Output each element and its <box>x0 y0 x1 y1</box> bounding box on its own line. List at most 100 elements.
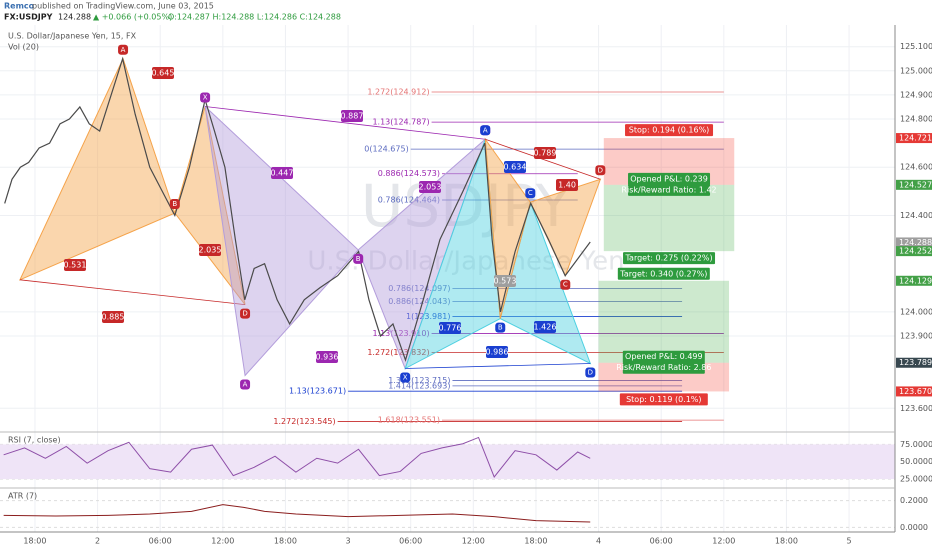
ratio-bg <box>534 321 556 333</box>
ratio-bg <box>534 147 556 159</box>
atr-title: ATR (7) <box>8 492 37 501</box>
ratio-bg <box>102 311 124 323</box>
ratio-label: 2.053 <box>419 183 442 192</box>
point-marker <box>240 379 251 390</box>
point-marker <box>200 92 211 103</box>
atr-line <box>3 504 591 523</box>
change: ▲ +0.066 (+0.05%) <box>93 13 172 22</box>
x-tick-label: 12:00 <box>211 537 234 546</box>
position-tag: Target: 0.340 (0.27%) <box>619 269 707 278</box>
y-tick-label: 123.600 <box>900 404 932 413</box>
point-label: B <box>356 255 361 263</box>
x-tick-label: 06:00 <box>399 537 422 546</box>
price-marker <box>896 179 932 190</box>
fib-level-label: 0(124.675) <box>364 145 408 154</box>
point-label: C <box>528 189 533 197</box>
y-tick-label: 125.000 <box>900 66 932 75</box>
position-tag: Opened P&L: 0.239 <box>630 174 708 183</box>
ratio-bg <box>341 110 363 122</box>
volume-label: Vol (20) <box>8 43 39 52</box>
point-label: A <box>243 381 248 389</box>
panel-tick-label: 25.0000 <box>900 475 932 484</box>
position-tag: Stop: 0.194 (0.16%) <box>629 126 710 135</box>
y-tick-label: 123.900 <box>900 331 932 340</box>
position-tag-bg <box>622 361 705 374</box>
x-tick-label: 18:00 <box>524 537 547 546</box>
panel-tick-label: 0.0000 <box>900 523 928 532</box>
ratio-bg <box>64 259 86 271</box>
fib-level-label: 1.13(124.787) <box>372 118 429 127</box>
x-tick-label: 12:00 <box>462 537 485 546</box>
chart-title: U.S. Dollar/Japanese Yen, 15, FX <box>8 32 137 41</box>
point-label: D <box>242 310 247 318</box>
ratio-bg <box>152 67 174 79</box>
position-tag: Risk/Reward Ratio: 1.42 <box>621 185 716 194</box>
fib-level-label: 1.382(123.715) <box>388 376 450 385</box>
price-marker-label: 123.670 <box>899 387 932 396</box>
position-tag: Opened P&L: 0.499 <box>625 352 703 361</box>
y-tick-label: 124.800 <box>900 115 932 124</box>
price-marker <box>896 275 932 286</box>
ohlc: O:124.287 H:124.288 L:124.286 C:124.288 <box>168 13 341 22</box>
ratio-label: 0.634 <box>504 163 527 172</box>
price-marker <box>896 133 932 144</box>
price-marker-label: 124.288 <box>899 238 932 247</box>
ratio-label: 0.776 <box>439 324 462 333</box>
point-label: B <box>498 324 503 332</box>
fib-level-label: 1.13(123.671) <box>289 387 346 396</box>
y-tick-label: 125.100 <box>900 42 932 51</box>
position-tag-bg <box>619 393 708 406</box>
price-marker-label: 124.527 <box>899 180 932 189</box>
symbol: FX:USDJPY <box>4 13 53 22</box>
y-tick-label: 124.600 <box>900 163 932 172</box>
ratio-label: 1.426 <box>534 323 557 332</box>
point-marker <box>118 44 129 55</box>
price-line <box>4 56 591 363</box>
ratio-bg <box>271 167 293 179</box>
point-label: X <box>403 374 408 382</box>
point-label: A <box>483 126 488 134</box>
ratio-label: 1.40 <box>558 181 576 190</box>
fib-level-label: 0.786(124.097) <box>388 284 450 293</box>
position-tag-bg <box>623 252 716 265</box>
price-marker <box>896 246 932 257</box>
target-zone <box>603 184 735 252</box>
position-tag-bg <box>625 124 714 137</box>
x-tick-label: 3 <box>346 537 351 546</box>
ratio-label: 2.035 <box>199 246 222 255</box>
panel-tick-label: 50.0000 <box>900 457 932 466</box>
position-tag: Stop: 0.119 (0.1%) <box>626 395 701 404</box>
ratio-label: 0.531 <box>64 261 87 270</box>
point-label: D <box>598 166 603 174</box>
price-marker-label: 124.252 <box>899 247 932 256</box>
position-tag-bg <box>628 183 711 196</box>
header-bg <box>0 0 932 25</box>
fib-level-label: 1.272(123.545) <box>273 417 335 426</box>
target-zone <box>598 280 730 363</box>
pattern-leg <box>205 106 486 140</box>
price-marker-label: 124.129 <box>899 276 932 285</box>
point-marker <box>525 188 536 199</box>
ratio-label: 0.885 <box>102 313 125 322</box>
ratio-bg <box>504 161 526 173</box>
pattern-leg <box>405 363 591 369</box>
x-tick-label: 06:00 <box>149 537 172 546</box>
published: published on TradingView.com, June 03, 2… <box>32 2 214 11</box>
point-label: B <box>172 200 177 208</box>
position-tag-bg <box>628 172 711 185</box>
panel-tick-label: 0.2000 <box>900 496 928 505</box>
point-marker <box>480 125 491 136</box>
x-tick-label: 4 <box>596 537 601 546</box>
ratio-bg <box>439 322 461 334</box>
ratio-label: 0.936 <box>316 353 339 362</box>
ratio-label: 0.986 <box>486 348 509 357</box>
point-label: D <box>588 368 593 376</box>
fib-level-label: 0.886(124.573) <box>378 169 440 178</box>
ratio-label: 0.573 <box>494 277 517 286</box>
rsi-title: RSI (7, close) <box>8 436 61 445</box>
author: Remco <box>4 2 35 11</box>
point-marker <box>400 372 411 383</box>
ratio-bg <box>199 244 221 256</box>
price-marker <box>896 237 932 248</box>
ratio-bg <box>316 351 338 363</box>
